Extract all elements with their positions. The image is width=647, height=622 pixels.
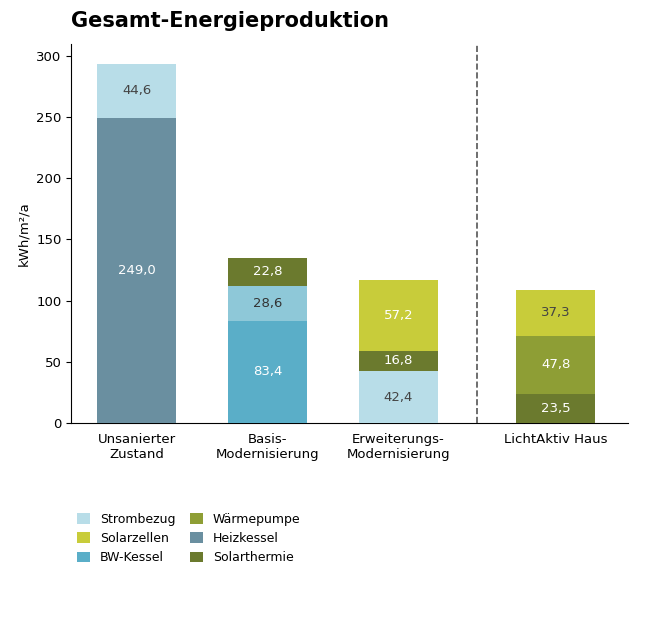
Bar xyxy=(228,321,307,423)
Bar xyxy=(359,281,438,351)
Bar xyxy=(97,118,176,423)
Text: 42,4: 42,4 xyxy=(384,391,413,404)
Text: 83,4: 83,4 xyxy=(253,365,282,378)
Bar xyxy=(359,371,438,423)
Text: 44,6: 44,6 xyxy=(122,84,151,97)
Legend: Strombezug, Solarzellen, BW-Kessel, Wärmepumpe, Heizkessel, Solarthermie: Strombezug, Solarzellen, BW-Kessel, Wärm… xyxy=(78,513,301,564)
Text: 23,5: 23,5 xyxy=(541,402,571,415)
Bar xyxy=(516,290,595,336)
Bar xyxy=(228,286,307,321)
Bar xyxy=(97,63,176,118)
Text: 57,2: 57,2 xyxy=(384,309,413,322)
Bar xyxy=(516,394,595,423)
Bar xyxy=(359,351,438,371)
Text: 16,8: 16,8 xyxy=(384,355,413,367)
Text: 47,8: 47,8 xyxy=(541,358,570,371)
Y-axis label: kWh/m²/a: kWh/m²/a xyxy=(17,201,30,266)
Bar xyxy=(516,336,595,394)
Text: 249,0: 249,0 xyxy=(118,264,155,277)
Text: 22,8: 22,8 xyxy=(253,266,282,279)
Text: 28,6: 28,6 xyxy=(253,297,282,310)
Bar xyxy=(228,258,307,286)
Text: Gesamt-Energieproduktion: Gesamt-Energieproduktion xyxy=(71,11,389,31)
Text: 37,3: 37,3 xyxy=(541,307,571,319)
